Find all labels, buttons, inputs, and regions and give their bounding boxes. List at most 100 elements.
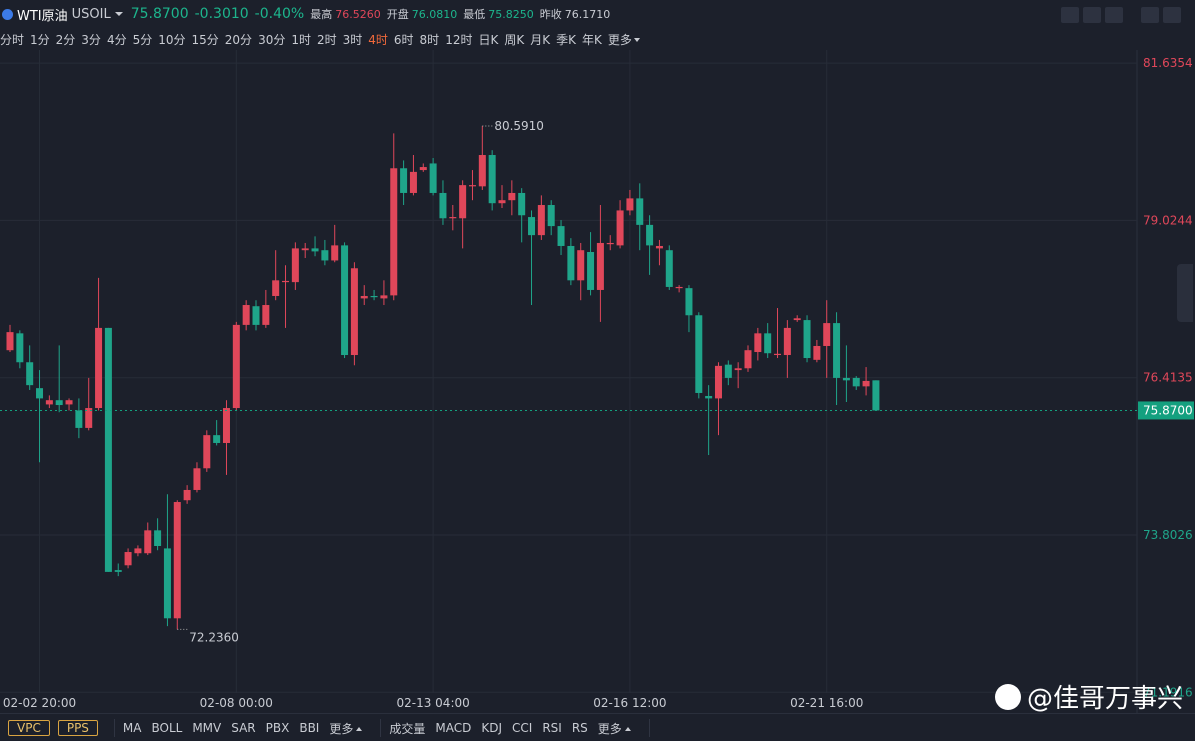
timeframe-tab[interactable]: 30分 xyxy=(258,32,286,47)
candle-body xyxy=(557,226,565,246)
timeframe-tab[interactable]: 1分 xyxy=(30,32,50,47)
timeframe-tab[interactable]: 年K xyxy=(581,32,602,47)
timeframe-tab[interactable]: 季K xyxy=(556,32,576,47)
candle-body xyxy=(508,192,516,201)
candle-body xyxy=(272,280,280,296)
candle-body xyxy=(872,380,880,411)
candle-body xyxy=(567,245,575,281)
candle-body xyxy=(350,268,358,356)
timeframe-tab[interactable]: 20分 xyxy=(224,32,253,47)
candle-body xyxy=(724,364,732,378)
symbol-dropdown[interactable] xyxy=(114,12,123,16)
candle-body xyxy=(222,408,230,443)
candle-body xyxy=(301,248,309,251)
y-tick-label: 81.6354 xyxy=(1143,56,1193,70)
stat-value: 76.1710 xyxy=(564,8,611,21)
indicator-button[interactable]: MMV xyxy=(192,721,222,735)
tool-button[interactable] xyxy=(1083,7,1101,23)
timeframe-tab[interactable]: 2时 xyxy=(316,32,337,47)
timeframe-tab[interactable]: 4分 xyxy=(106,32,127,47)
price: 75.8700 xyxy=(130,6,189,22)
candle-body xyxy=(459,185,467,219)
stat-label: 开盘 xyxy=(386,8,409,21)
indicator-button[interactable]: CCI xyxy=(512,721,533,735)
candle-body xyxy=(114,570,122,572)
x-tick-label: 02-08 00:00 xyxy=(200,696,273,710)
candle-body xyxy=(380,295,388,299)
timeframe-tab[interactable]: 8时 xyxy=(419,32,440,47)
timeframe-tab[interactable]: 2分 xyxy=(55,32,76,47)
candle-body xyxy=(655,245,663,249)
candle-body xyxy=(311,248,319,252)
candle-body xyxy=(596,242,604,290)
indicator-button[interactable]: 更多 xyxy=(598,720,631,737)
candle-body xyxy=(203,435,211,469)
indicator-button[interactable]: RS xyxy=(571,721,588,735)
timeframe-tab[interactable]: 日K xyxy=(478,32,499,47)
indicator-button[interactable]: 更多 xyxy=(329,720,362,737)
watermark-text: @佳哥万事兴 xyxy=(1027,684,1184,714)
candle-body xyxy=(65,400,73,405)
indicator-button[interactable]: KDJ xyxy=(481,721,503,735)
instrument-name[interactable]: WTI原油 xyxy=(17,8,68,24)
candle-body xyxy=(331,245,339,261)
timeframe-tab[interactable]: 5分 xyxy=(132,32,153,47)
candle-body xyxy=(16,333,24,363)
timeframe-tab[interactable]: 周K xyxy=(504,32,525,47)
timeframe-tab[interactable]: 3分 xyxy=(81,32,101,47)
indicator-group: 成交量 MACD KDJ CCI RSI RS 更多 xyxy=(381,719,650,737)
indicator-button[interactable]: BBI xyxy=(299,721,320,735)
timeframe-tab[interactable]: 分时 xyxy=(0,32,25,47)
change-pct: -0.40% xyxy=(254,6,305,22)
timeframe-tab[interactable]: 10分 xyxy=(158,32,186,47)
timeframe-tab[interactable]: 1时 xyxy=(291,32,311,47)
indicator-button[interactable]: SAR xyxy=(231,721,256,735)
indicator-button[interactable]: PBX xyxy=(265,721,290,735)
candle-body xyxy=(321,250,329,261)
indicator-button[interactable]: 成交量 xyxy=(389,721,426,736)
candle-body xyxy=(714,365,722,399)
candle-body xyxy=(154,530,162,547)
indicator-button[interactable]: MACD xyxy=(435,721,472,735)
candle-body xyxy=(232,324,240,409)
timeframe-tab[interactable]: 15分 xyxy=(191,32,219,47)
indicator-bar: VPC PPS MA BOLL MMV SAR PBX BBI 更多 成交量 MACD KDJ CCI R… xyxy=(0,713,1195,741)
last-price-label: 75.8700 xyxy=(1143,403,1193,417)
watermark: @佳哥万事兴 xyxy=(995,678,1183,715)
timeframe-tab[interactable]: 4时 xyxy=(368,32,388,47)
tool-button[interactable] xyxy=(1061,7,1079,23)
candle-body xyxy=(262,305,270,325)
y-tick-label: 79.0244 xyxy=(1143,213,1193,227)
y-tick-label: 73.8026 xyxy=(1143,528,1193,542)
fullscreen-button[interactable] xyxy=(1141,7,1159,23)
candle-body xyxy=(468,185,476,187)
candle-body xyxy=(400,168,408,193)
settings-button[interactable] xyxy=(1163,7,1181,23)
indicator-button[interactable]: VPC xyxy=(8,720,50,736)
candle-body xyxy=(85,408,93,428)
timeframe-tab[interactable]: 3时 xyxy=(342,32,363,47)
side-panel-toggle[interactable] xyxy=(1177,264,1193,322)
candle-body xyxy=(36,388,44,399)
timeframe-tab[interactable]: 6时 xyxy=(393,32,414,47)
indicator-group: VPC PPS xyxy=(0,719,115,737)
indicator-button[interactable]: RSI xyxy=(542,721,562,735)
symbol[interactable]: USOIL xyxy=(71,6,111,22)
candle-body xyxy=(518,192,526,216)
stat-label: 最高 xyxy=(310,8,333,21)
candle-body xyxy=(429,163,437,193)
last-price-tag xyxy=(1138,401,1194,420)
timeframe-tab[interactable]: 更多 xyxy=(608,31,640,48)
indicator-button[interactable]: MA xyxy=(122,721,142,735)
indicator-button[interactable]: BOLL xyxy=(151,721,183,735)
indicator-button[interactable]: PPS xyxy=(57,720,98,736)
tool-button[interactable] xyxy=(1105,7,1123,23)
timeframe-tab[interactable]: 12时 xyxy=(445,32,473,47)
candle-body xyxy=(675,286,683,289)
candle-body xyxy=(360,295,368,299)
candle-body xyxy=(744,350,752,369)
timeframe-tab[interactable]: 月K xyxy=(530,32,551,47)
candle-body xyxy=(104,327,112,572)
